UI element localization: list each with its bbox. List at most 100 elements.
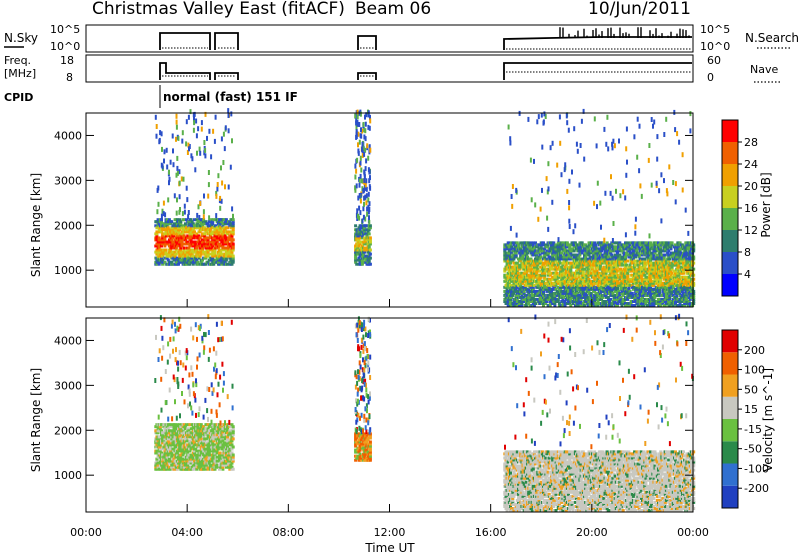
heatmap-cell <box>687 230 690 236</box>
heatmap-cell <box>607 146 610 152</box>
heatmap-cell <box>368 240 372 244</box>
heatmap-cell <box>675 293 679 297</box>
heatmap-cell <box>510 245 514 249</box>
heatmap-cell <box>646 300 650 303</box>
heatmap-cell <box>514 255 518 259</box>
heatmap-cell <box>583 261 586 265</box>
heatmap-cell <box>230 236 234 240</box>
heatmap-cell <box>355 168 358 174</box>
heatmap-cell <box>536 245 540 249</box>
heatmap-cell <box>511 277 515 281</box>
heatmap-cell <box>621 297 625 301</box>
heatmap-cell <box>578 271 582 275</box>
heatmap-cell <box>355 125 358 131</box>
y-tick-label: 4000 <box>54 129 82 142</box>
heatmap-cell <box>601 261 605 265</box>
heatmap-cell <box>524 253 528 257</box>
heatmap-cell <box>611 273 615 277</box>
heatmap-cell <box>624 195 627 201</box>
heatmap-cell <box>555 271 559 275</box>
heatmap-cell <box>664 277 668 281</box>
heatmap-cell <box>154 441 158 445</box>
heatmap-cell <box>368 236 372 240</box>
heatmap-cell <box>367 197 370 203</box>
heatmap-cell <box>567 283 570 287</box>
heatmap-cell <box>622 253 626 257</box>
heatmap-cell <box>671 285 675 289</box>
heatmap-cell <box>650 304 654 307</box>
heatmap-cell <box>552 251 556 255</box>
heatmap-cell <box>181 252 185 256</box>
heatmap-cell <box>609 245 613 249</box>
heatmap-cell <box>173 250 177 254</box>
heatmap-cell <box>529 257 533 261</box>
heatmap-cell <box>212 128 215 134</box>
heatmap-cell <box>546 273 550 277</box>
heatmap-cell <box>551 255 555 259</box>
heatmap-cell <box>179 224 183 228</box>
heatmap-cell <box>520 304 524 307</box>
heatmap-cell <box>231 256 235 260</box>
heatmap-cell <box>354 185 357 191</box>
heatmap-cell <box>512 241 516 245</box>
heatmap-cell <box>636 259 640 263</box>
heatmap-cell <box>189 244 193 248</box>
heatmap-cell <box>660 283 664 287</box>
heatmap-cell <box>542 269 545 273</box>
heatmap-cell <box>160 213 163 219</box>
heatmap-cell <box>178 194 181 200</box>
heatmap-cell <box>584 257 588 261</box>
heatmap-cell <box>199 220 203 224</box>
heatmap-cell <box>583 156 586 162</box>
heatmap-cell <box>600 297 604 301</box>
heatmap-cell <box>156 224 160 228</box>
heatmap-cell <box>196 212 199 218</box>
heatmap-cell <box>604 267 608 271</box>
heatmap-cell <box>231 228 235 232</box>
heatmap-cell <box>364 216 367 222</box>
heatmap-cell <box>563 275 567 279</box>
heatmap-cell <box>518 304 522 307</box>
heatmap-cell <box>658 243 662 247</box>
heatmap-cell <box>163 244 167 248</box>
heatmap-cell <box>634 245 638 249</box>
heatmap-cell <box>637 245 641 249</box>
heatmap-cell <box>637 285 641 289</box>
heatmap-cell <box>622 243 626 247</box>
heatmap-cell <box>552 243 556 247</box>
heatmap-cell <box>180 176 183 182</box>
heatmap-cell <box>358 232 362 236</box>
heatmap-cell <box>363 151 366 157</box>
heatmap-cell <box>618 241 622 245</box>
heatmap-cell <box>515 285 519 289</box>
heatmap-cell <box>668 275 672 279</box>
heatmap-cell <box>687 277 691 281</box>
heatmap-cell <box>650 273 654 277</box>
heatmap-cell <box>648 233 651 239</box>
heatmap-cell <box>561 281 565 285</box>
heatmap-cell <box>581 302 585 305</box>
heatmap-cell <box>583 273 586 277</box>
heatmap-cell <box>644 263 648 267</box>
heatmap-cell <box>363 226 367 230</box>
heatmap-cell <box>530 251 534 255</box>
heatmap-cell <box>557 249 561 253</box>
heatmap-cell <box>522 300 526 303</box>
heatmap-cell <box>529 279 533 283</box>
heatmap-cell <box>652 247 656 251</box>
heatmap-cell <box>204 256 208 260</box>
heatmap-cell <box>364 147 367 153</box>
heatmap-cell <box>643 273 647 277</box>
heatmap-cell <box>506 291 510 295</box>
heatmap-cell <box>368 125 371 131</box>
heatmap-cell <box>564 287 568 291</box>
heatmap-cell <box>166 220 170 224</box>
heatmap-cell <box>360 244 364 248</box>
heatmap-cell <box>211 222 215 226</box>
heatmap-cell <box>519 287 523 291</box>
heatmap-cell <box>506 277 510 281</box>
heatmap-cell <box>600 275 604 279</box>
heatmap-cell <box>179 222 183 226</box>
heatmap-cell <box>176 197 178 203</box>
heatmap-cell <box>367 244 371 248</box>
